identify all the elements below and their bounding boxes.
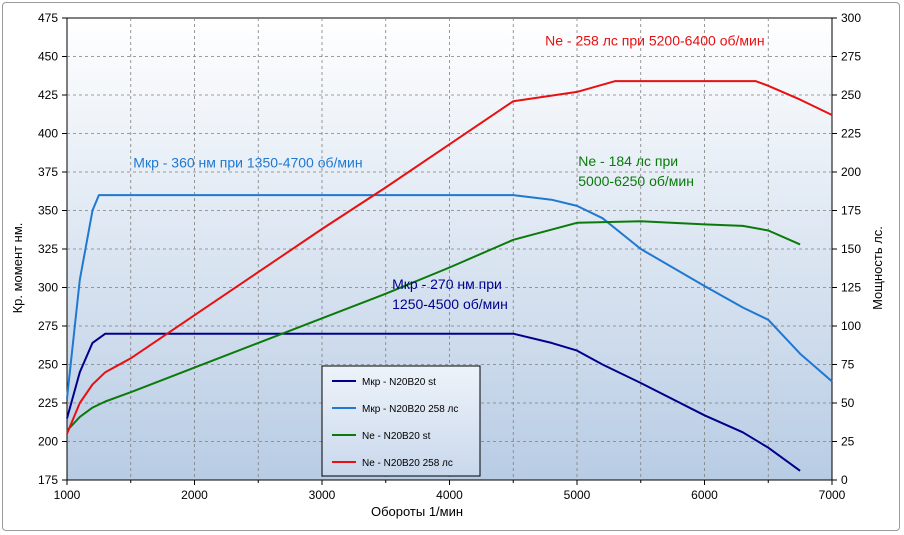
- series-line-2: [66, 194, 833, 399]
- legend-entry: Мкр - N20B20 st: [362, 377, 436, 388]
- legend-entry: Ne - N20B20 st: [362, 431, 431, 442]
- left-tick-label: 300: [38, 281, 58, 295]
- annotation-label: Мкр - 360 нм при 1350-4700 об/мин: [133, 154, 362, 170]
- left-tick-label: 425: [38, 88, 58, 102]
- series-line-1: [66, 332, 801, 472]
- annotation-label: Ne - 184 лс при: [578, 153, 678, 169]
- right-tick-label: 75: [841, 358, 855, 372]
- left-tick-label: 450: [38, 50, 58, 64]
- legend: Мкр - N20B20 st Мкр - N20B20 258 лс Ne - N…: [321, 365, 481, 477]
- right-tick-label: 225: [841, 127, 861, 141]
- x-tick-label: 5000: [564, 488, 591, 502]
- left-tick-label: 375: [38, 165, 58, 179]
- x-tick-label: 2000: [181, 488, 208, 502]
- x-tick-label: 4000: [436, 488, 463, 502]
- right-tick-label: 125: [841, 281, 861, 295]
- right-tick-label: 175: [841, 204, 861, 218]
- right-tick-label: 100: [841, 319, 861, 333]
- right-tick-label: 250: [841, 88, 861, 102]
- right-axis-ticks: 0 25 50 75 100 125 150 175 200 225 250 275 300: [832, 11, 861, 487]
- legend-entry: Ne - N20B20 258 лс: [362, 458, 453, 469]
- x-axis-ticks: 1000 2000 3000 4000 5000 6000 7000: [54, 480, 846, 502]
- annotation-label: 1250-4500 об/мин: [392, 296, 508, 312]
- legend-entry: Мкр - N20B20 258 лс: [362, 404, 458, 415]
- left-tick-label: 175: [38, 473, 58, 487]
- right-tick-label: 300: [841, 11, 861, 25]
- annotation-label: 5000-6250 об/мин: [578, 173, 694, 189]
- left-tick-label: 400: [38, 127, 58, 141]
- annotations: Ne - 258 лс при 5200-6400 об/мин Мкр - 36…: [133, 33, 764, 312]
- series-line-3: [66, 220, 801, 432]
- series-lines: [66, 80, 833, 472]
- right-tick-label: 0: [841, 473, 848, 487]
- right-tick-label: 25: [841, 435, 855, 449]
- x-tick-label: 7000: [819, 488, 846, 502]
- x-tick-label: 3000: [309, 488, 336, 502]
- left-tick-label: 350: [38, 204, 58, 218]
- left-tick-label: 200: [38, 435, 58, 449]
- right-tick-label: 200: [841, 165, 861, 179]
- right-tick-label: 275: [841, 50, 861, 64]
- left-tick-label: 250: [38, 358, 58, 372]
- left-tick-label: 275: [38, 319, 58, 333]
- annotation-label: Ne - 258 лс при 5200-6400 об/мин: [545, 33, 764, 49]
- annotation-label: Мкр - 270 нм при: [392, 276, 502, 292]
- right-axis-label: Мощность лс.: [870, 226, 885, 310]
- left-axis-label: Кр. момент нм.: [10, 223, 25, 314]
- x-tick-label: 1000: [54, 488, 81, 502]
- left-tick-label: 225: [38, 396, 58, 410]
- x-axis-label: Обороты 1/мин: [371, 504, 463, 519]
- right-tick-label: 50: [841, 396, 855, 410]
- x-tick-label: 6000: [691, 488, 718, 502]
- left-tick-label: 475: [38, 11, 58, 25]
- series-line-4: [66, 80, 833, 435]
- left-tick-label: 325: [38, 242, 58, 256]
- left-axis-ticks: 175 200 225 250 275 300 325 350 375 400 425 450 475: [38, 11, 67, 487]
- right-tick-label: 150: [841, 242, 861, 256]
